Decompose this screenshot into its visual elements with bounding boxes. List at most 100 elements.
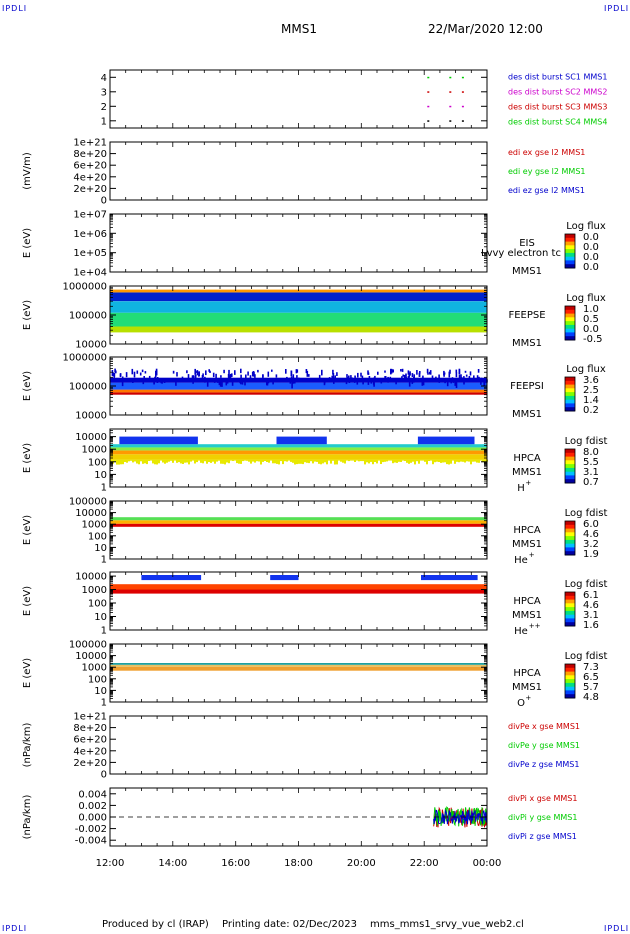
burst-flag-mark <box>449 76 452 79</box>
spectrogram-band <box>110 584 487 590</box>
spectrogram-speck <box>254 374 256 378</box>
colorbar-segment <box>565 547 575 552</box>
spectrogram-column <box>262 459 264 462</box>
spectrogram-column <box>282 459 284 465</box>
panel-feeps_e-colorbar <box>564 305 576 341</box>
spectrogram-column <box>190 459 192 462</box>
y-tick-label: 10000 <box>75 572 107 583</box>
spectrogram-column <box>372 459 374 465</box>
spectrogram-column <box>160 459 162 461</box>
y-tick-label: 10 <box>94 612 107 623</box>
spectrogram-column <box>480 459 482 461</box>
panel-hpca_hepp-species: MMS1 <box>512 610 542 621</box>
spectrogram-speck <box>139 372 142 376</box>
panel-hpca_hepp-ylabel: E (eV) <box>22 586 33 616</box>
spectrogram-column <box>228 459 230 464</box>
panel-eis-species: MMS1 <box>512 266 542 277</box>
spectrogram-speck <box>390 368 393 374</box>
spectrogram-speck <box>305 369 308 374</box>
y-tick-label: 100 <box>88 599 107 610</box>
spectrogram-band <box>110 312 487 327</box>
spectrogram-speck <box>266 381 269 386</box>
spectrogram-column <box>430 459 432 461</box>
spectrogram-speck <box>153 381 155 385</box>
y-tick-label: 100000 <box>69 382 107 393</box>
spectrogram-band <box>110 666 487 671</box>
colorbar-segment <box>565 260 575 265</box>
spectrogram-speck <box>215 373 217 380</box>
spectrogram-speck <box>198 371 200 376</box>
y-tick-label: -0.004 <box>75 836 107 847</box>
spectrogram-column <box>394 459 396 463</box>
spectrogram-speck <box>411 373 414 377</box>
colorbar-segment <box>565 622 575 627</box>
spectrogram-speck <box>405 373 407 380</box>
spectrogram-speck <box>458 369 461 375</box>
spectrogram-band <box>110 523 487 527</box>
spectrogram-column <box>464 459 466 463</box>
panel-divpi-background <box>110 788 487 846</box>
spectrogram-speck <box>407 370 410 375</box>
spectrogram-column <box>356 459 358 461</box>
spectrogram-speck <box>186 370 188 374</box>
spectrogram-column <box>344 459 346 464</box>
spectrogram-column <box>188 459 190 465</box>
spectrogram-speck <box>219 382 222 387</box>
spectrogram-column <box>446 459 448 465</box>
panel-edi_e-background <box>110 142 487 200</box>
colorbar-segment <box>565 392 575 397</box>
spectrogram-speck <box>208 369 210 372</box>
colorbar-segment <box>565 664 575 669</box>
spectrogram-speck <box>377 371 379 375</box>
colorbar-frame <box>564 520 576 556</box>
spectrogram-column <box>128 459 130 462</box>
spectrogram-column <box>326 459 328 465</box>
time-axis-label: 22:00 <box>410 858 439 869</box>
corner-tag-bottom-left: IPDLI <box>2 924 28 933</box>
spectrogram-column <box>230 459 232 461</box>
spectrogram-column <box>276 459 278 464</box>
panel-hpca_o-ion: O <box>517 698 525 709</box>
spectrogram-speck <box>227 374 230 378</box>
spectrogram-column <box>472 459 474 462</box>
spectrogram-column <box>382 459 384 463</box>
spectrogram-column <box>204 459 206 462</box>
panel-feeps_i-colorbar-title: Log flux <box>566 364 606 375</box>
spectrogram-column <box>462 459 464 462</box>
colorbar-segment <box>565 380 575 386</box>
spectrogram-column <box>166 459 168 463</box>
spectrogram-column <box>288 459 290 461</box>
spectrogram-speck <box>155 368 158 372</box>
colorbar-tick-label: 4.8 <box>583 692 599 703</box>
spectrogram-speck <box>460 374 462 379</box>
panel-eis-ylabel: E (eV) <box>22 228 33 258</box>
spectrogram-band <box>110 664 487 667</box>
legend-entry: edi ez gse l2 MMS1 <box>508 186 585 195</box>
panel-hpca_hepp-spectrogram <box>110 575 487 594</box>
spectrogram-column <box>350 459 352 461</box>
spectrogram-speck <box>455 369 458 373</box>
panel-divpe-ylabel: (nPa/km) <box>22 723 33 768</box>
spectrogram-column <box>334 459 336 465</box>
spectrogram-column <box>138 459 140 465</box>
y-tick-label: 100000 <box>69 640 107 651</box>
colorbar-segment <box>565 614 575 619</box>
colorbar-segment <box>565 324 575 330</box>
spectrogram-speck <box>362 381 364 385</box>
y-tick-label: 1e+07 <box>73 210 107 221</box>
spectrogram-speck <box>231 373 233 377</box>
corner-tag-bottom-right: IPDLI <box>604 924 630 933</box>
spectrogram-speck <box>262 374 264 380</box>
legend-entry: des dist burst SC1 MMS1 <box>508 73 607 82</box>
spectrogram-column <box>212 459 214 462</box>
spectrogram-speck <box>373 381 375 387</box>
colorbar-tick-label: 6.0 <box>583 519 599 530</box>
colorbar-segment <box>565 475 575 480</box>
spectrogram-column <box>130 459 132 461</box>
panel-hpca_he-ion: He <box>514 555 528 566</box>
time-axis-label: 00:00 <box>473 858 502 869</box>
y-tick-label: 0 <box>101 196 107 207</box>
spectrogram-speck <box>296 369 299 373</box>
burst-flag-mark <box>461 120 464 122</box>
spectrogram-column <box>304 459 306 463</box>
